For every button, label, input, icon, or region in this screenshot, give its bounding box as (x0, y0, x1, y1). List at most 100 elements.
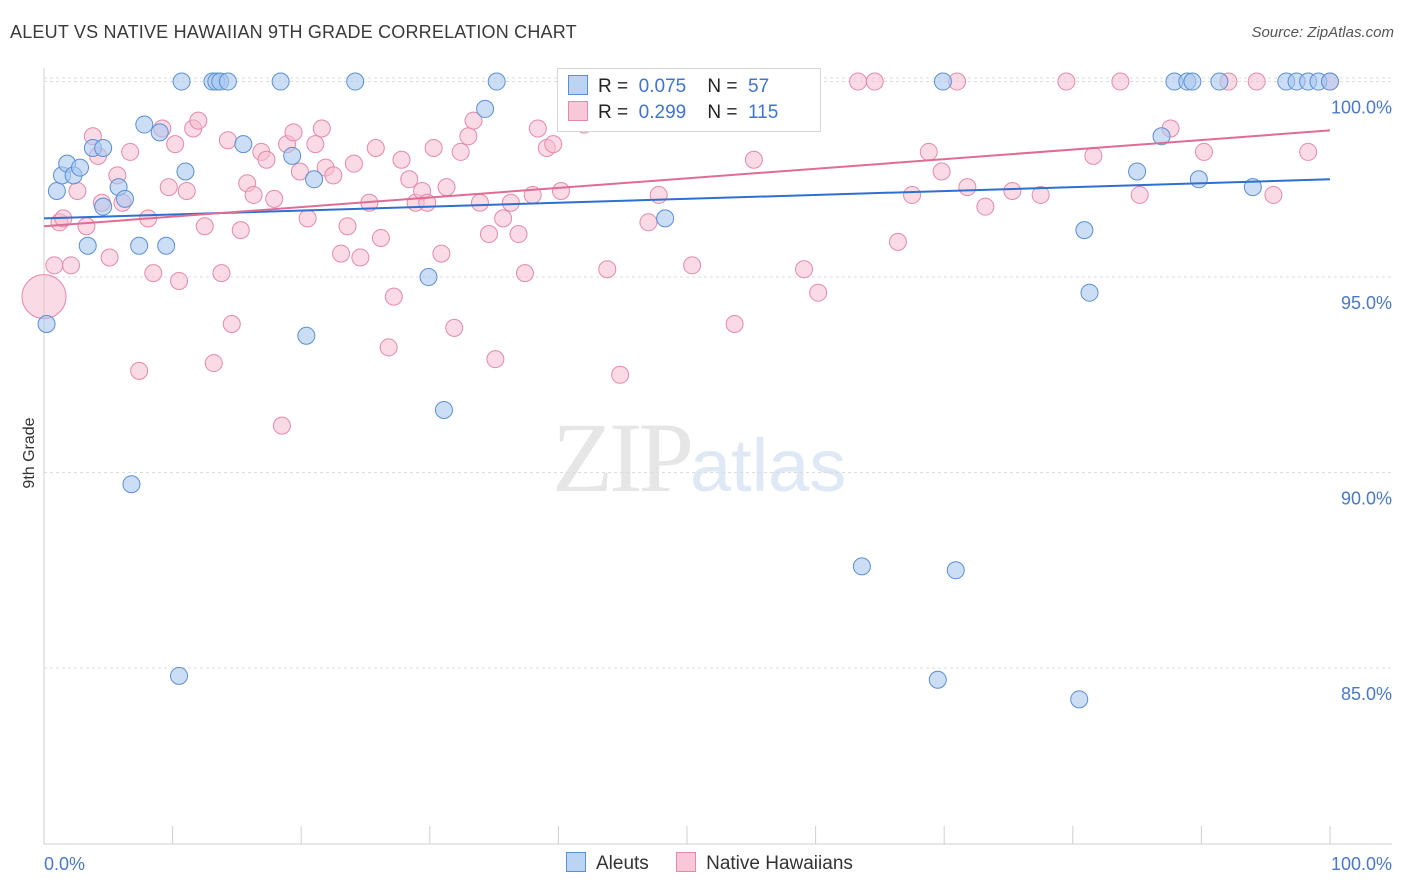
aleuts-point (434, 400, 453, 419)
aleuts-point (176, 162, 195, 181)
native-hawaiians-point (1264, 185, 1283, 204)
native-hawaiians-point (486, 350, 505, 369)
legend-n-value: 57 (748, 76, 770, 97)
native-hawaiians-point (1194, 142, 1213, 161)
native-hawaiians-point (231, 221, 250, 240)
native-hawaiians-point (1299, 142, 1318, 161)
native-hawaiians-point (21, 274, 67, 320)
aleuts-point (218, 72, 237, 91)
native-hawaiians-point (257, 150, 276, 169)
legend-n-label: N = (707, 102, 738, 123)
aleuts-point (47, 182, 66, 201)
native-hawaiians-point (479, 225, 498, 244)
legend-label-native-hawaiians: Native Hawaiians (706, 853, 853, 874)
aleuts-trend-line (43, 178, 1331, 220)
native-hawaiians-swatch (676, 852, 697, 872)
native-hawaiians-point (351, 248, 370, 267)
legend-row-native-hawaiians: R = 0.299 N = 115 (568, 101, 778, 127)
legend-r-value: 0.299 (638, 102, 687, 123)
native-hawaiians-point (424, 139, 443, 158)
aleuts-point (94, 139, 113, 158)
aleuts-point (172, 72, 191, 91)
legend-item-aleuts[interactable]: Aleuts (566, 852, 649, 875)
aleuts-point (346, 72, 365, 91)
axes (43, 68, 1392, 845)
aleuts-swatch (568, 75, 588, 95)
aleuts-point (1243, 178, 1262, 197)
native-hawaiians-point (432, 244, 451, 263)
native-hawaiians-point (551, 182, 570, 201)
native-hawaiians-point (1057, 72, 1076, 91)
native-hawaiians-point (244, 185, 263, 204)
aleuts-point (1210, 72, 1229, 91)
native-hawaiians-point (371, 228, 390, 247)
native-hawaiians-points (21, 72, 1339, 435)
native-hawaiians-point (544, 135, 563, 154)
aleuts-point (94, 197, 113, 216)
legend-r-label: R = (598, 102, 629, 123)
native-hawaiians-point (888, 232, 907, 251)
aleuts-point (946, 561, 965, 580)
x-tick-label: 0.0% (44, 854, 85, 874)
native-hawaiians-point (400, 170, 419, 189)
native-hawaiians-point (976, 197, 995, 216)
aleuts-point (852, 557, 871, 576)
native-hawaiians-point (903, 185, 922, 204)
native-hawaiians-point (639, 213, 658, 232)
chart-title: ALEUT VS NATIVE HAWAIIAN 9TH GRADE CORRE… (10, 22, 577, 42)
legend-r-label: R = (598, 76, 629, 97)
native-hawaiians-point (290, 162, 309, 181)
gridlines (44, 77, 1392, 669)
native-hawaiians-point (166, 135, 185, 154)
native-hawaiians-point (306, 135, 325, 154)
native-hawaiians-point (392, 150, 411, 169)
native-hawaiians-point (459, 127, 478, 146)
native-hawaiians-point (121, 142, 140, 161)
aleuts-point (116, 189, 135, 208)
native-hawaiians-point (379, 338, 398, 357)
y-axis-label: 9th Grade (21, 417, 38, 488)
aleuts-point (1321, 72, 1339, 91)
x-tick-label: 100.0% (1331, 854, 1392, 874)
native-hawaiians-point (683, 256, 702, 275)
native-hawaiians-point (177, 182, 196, 201)
native-hawaiians-point (849, 72, 868, 91)
native-hawaiians-point (509, 225, 528, 244)
native-hawaiians-point (1111, 72, 1130, 91)
native-hawaiians-point (284, 123, 303, 142)
native-hawaiians-point (1247, 72, 1266, 91)
legend-item-native-hawaiians[interactable]: Native Hawaiians (676, 852, 853, 875)
aleuts-point (1080, 283, 1099, 302)
aleuts-swatch (566, 852, 586, 872)
native-hawaiians-point (144, 264, 163, 283)
native-hawaiians-point (809, 283, 828, 302)
native-hawaiians-point (130, 361, 149, 380)
aleuts-point (234, 135, 253, 154)
native-hawaiians-point (598, 260, 617, 279)
aleuts-point (476, 99, 495, 118)
aleuts-point (122, 475, 141, 494)
aleuts-point (1128, 162, 1147, 181)
native-hawaiians-point (865, 72, 884, 91)
tick-labels: 85.0% 90.0% 95.0% 100.0% 0.0% 100.0% 9th Grade (21, 98, 1392, 874)
native-hawaiians-point (77, 217, 96, 236)
native-hawaiians-point (515, 264, 534, 283)
native-hawaiians-point (451, 142, 470, 161)
y-tick-label: 100.0% (1331, 98, 1392, 118)
aleuts-point (1075, 221, 1094, 240)
aleuts-point (1189, 170, 1208, 189)
aleuts-point (1183, 72, 1202, 91)
native-hawaiians-point (958, 178, 977, 197)
aleuts-point (297, 326, 316, 345)
aleuts-point (135, 115, 154, 134)
native-hawaiians-point (218, 131, 237, 150)
native-hawaiians-point (62, 256, 81, 275)
native-hawaiians-point (1130, 185, 1149, 204)
aleuts-point (150, 123, 169, 142)
legend-r-value: 0.075 (638, 76, 687, 97)
native-hawaiians-point (344, 154, 363, 173)
aleuts-point (1152, 127, 1171, 146)
aleuts-point (1070, 690, 1089, 709)
native-hawaiians-point (222, 314, 241, 333)
